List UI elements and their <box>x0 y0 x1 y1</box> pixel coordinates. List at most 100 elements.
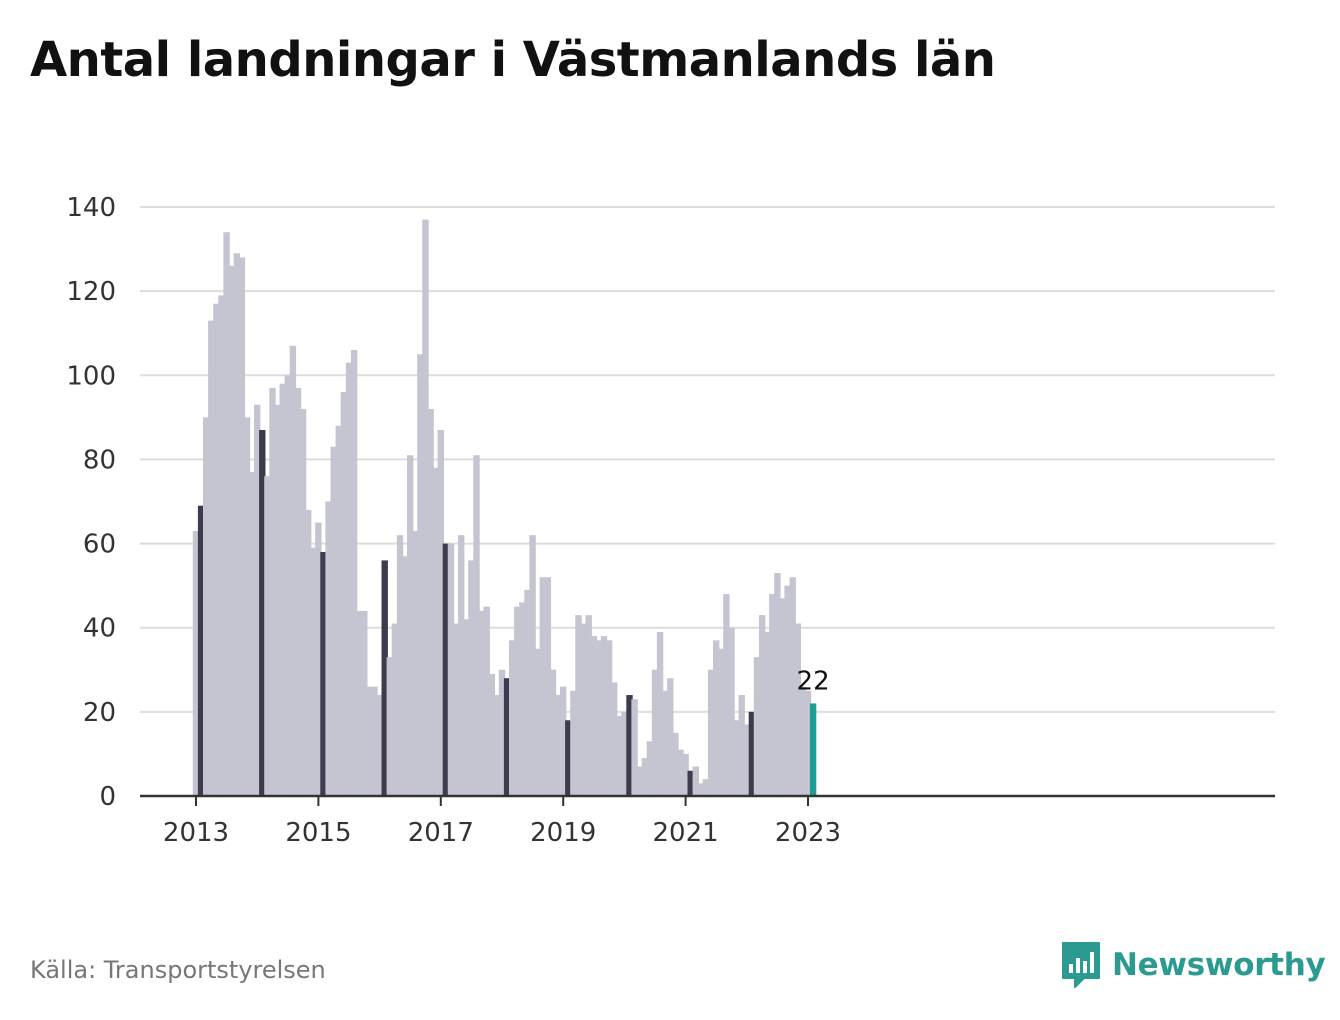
x-tick-label: 2013 <box>163 818 229 848</box>
bar <box>662 690 669 796</box>
bar <box>493 695 501 796</box>
bar <box>626 695 633 796</box>
y-tick-label: 80 <box>83 445 116 475</box>
y-tick-label: 120 <box>66 277 116 307</box>
bar <box>646 741 654 796</box>
y-tick-label: 100 <box>66 361 116 391</box>
bars <box>192 219 817 797</box>
bar <box>539 577 546 796</box>
bar <box>570 690 577 796</box>
bar <box>345 362 353 796</box>
bar <box>305 509 312 796</box>
bar <box>325 501 332 796</box>
x-tick-label: 2021 <box>653 818 719 848</box>
bar <box>381 560 388 796</box>
bar <box>529 535 536 796</box>
bar <box>330 446 337 796</box>
source-note: Källa: Transportstyrelsen <box>30 956 326 984</box>
bar <box>667 678 674 796</box>
bar <box>758 615 766 796</box>
bar <box>514 606 521 796</box>
bar <box>483 606 490 796</box>
bar <box>651 669 659 796</box>
bar <box>376 695 383 796</box>
bar <box>203 417 210 796</box>
bar <box>524 589 531 796</box>
bar <box>509 640 516 796</box>
y-tick-label: 40 <box>83 614 116 644</box>
bar <box>254 404 261 796</box>
bar <box>723 594 730 796</box>
bar <box>371 686 378 796</box>
bar <box>621 711 628 796</box>
bar <box>580 623 587 796</box>
y-tick-label: 20 <box>83 698 116 728</box>
bar <box>794 623 801 796</box>
bar <box>774 573 781 796</box>
bar <box>779 598 786 796</box>
bar <box>279 383 286 796</box>
bar <box>728 627 735 796</box>
newsworthy-logo-icon <box>1062 942 1100 988</box>
bar <box>687 770 694 796</box>
bar <box>320 551 327 796</box>
bar <box>223 232 230 797</box>
bar <box>549 669 557 796</box>
bar <box>585 615 592 796</box>
bar <box>197 505 205 796</box>
bar <box>677 749 684 796</box>
bar <box>401 556 409 796</box>
bar <box>335 425 342 796</box>
bar <box>473 455 480 796</box>
x-tick-label: 2019 <box>530 818 596 848</box>
bar <box>611 682 618 796</box>
bar <box>437 429 444 796</box>
bar <box>702 779 710 796</box>
bar <box>274 404 281 796</box>
bar <box>605 640 613 796</box>
bar <box>656 631 664 796</box>
bar <box>498 669 506 796</box>
bar <box>488 673 495 796</box>
bar <box>738 695 745 796</box>
bar <box>565 720 572 796</box>
bar <box>233 253 240 796</box>
bar <box>789 577 796 796</box>
bar <box>672 732 679 796</box>
bar <box>218 295 225 796</box>
bar <box>192 530 200 796</box>
bar <box>809 703 817 796</box>
x-tick-label: 2015 <box>285 818 351 848</box>
bar <box>804 690 812 796</box>
bar <box>340 392 348 796</box>
bar <box>396 535 404 796</box>
bar <box>743 724 750 796</box>
bar <box>299 408 307 796</box>
bar <box>697 783 705 796</box>
bar <box>595 640 603 796</box>
brand-logo: Newsworthy <box>1060 940 1326 990</box>
bar <box>350 350 358 796</box>
bar <box>764 631 771 796</box>
bar <box>259 429 266 796</box>
bar <box>315 522 322 796</box>
bar <box>519 602 526 796</box>
bar <box>692 766 699 796</box>
bar <box>264 476 271 796</box>
bar <box>713 640 720 796</box>
y-tick-label: 0 <box>99 782 116 812</box>
bar <box>631 699 638 796</box>
bar <box>422 219 429 796</box>
bar <box>284 375 291 796</box>
bar <box>442 543 450 796</box>
bar <box>478 610 485 796</box>
bar <box>361 610 368 796</box>
bar <box>432 467 439 796</box>
bar <box>707 669 715 796</box>
bar <box>753 657 761 796</box>
bar <box>269 387 276 796</box>
bar <box>243 417 251 796</box>
bar <box>386 657 393 796</box>
bar <box>391 623 399 796</box>
bar <box>784 585 791 796</box>
